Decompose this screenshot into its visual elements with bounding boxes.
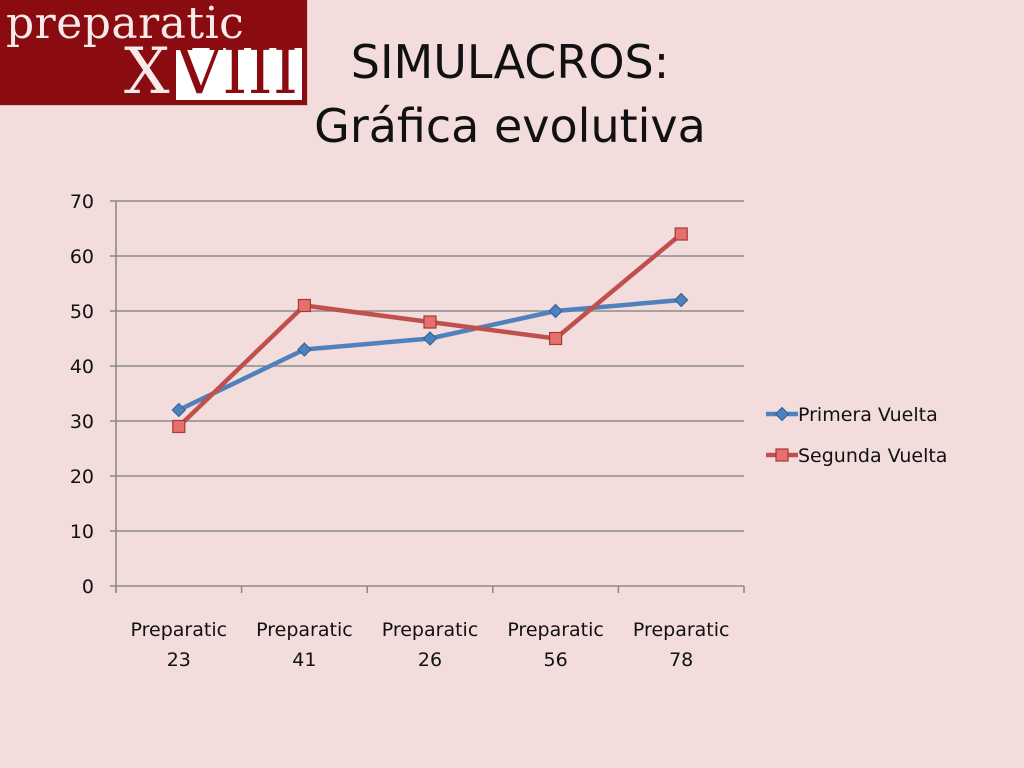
y-tick-label-40: 40 <box>70 356 94 378</box>
x-tick-label-2-line-1: 26 <box>418 649 442 671</box>
series-0 <box>171 292 689 418</box>
preparatic-logo: preparatic X VIII <box>0 0 308 106</box>
legend: Primera Vuelta Segunda Vuelta <box>766 404 947 467</box>
y-tick-label-0: 0 <box>82 576 94 598</box>
x-tick-label-1-line-1: 41 <box>292 649 316 671</box>
title-line-1: SIMULACROS: <box>350 35 670 89</box>
series-1-point-4 <box>674 227 688 241</box>
x-tick-label-4-line-0: Preparatic <box>633 619 730 641</box>
title-line-2: Gráfica evolutiva <box>314 99 706 153</box>
series-0-point-2 <box>422 331 438 346</box>
grid-lines <box>116 200 744 587</box>
legend-item-1: Segunda Vuelta <box>766 445 947 467</box>
series-1-point-0 <box>172 419 186 434</box>
y-tick-label-10: 10 <box>70 521 94 543</box>
x-tick-label-0-line-0: Preparatic <box>131 619 228 641</box>
legend-label-1: Segunda Vuelta <box>798 445 947 467</box>
slide-title: SIMULACROS: Gráfica evolutiva <box>260 30 760 158</box>
logo-white-box <box>176 48 302 100</box>
series-0-point-0 <box>171 402 187 418</box>
axes <box>110 200 745 593</box>
series-0-point-3 <box>548 303 563 319</box>
legend-label-0: Primera Vuelta <box>798 404 938 426</box>
y-tick-label-70: 70 <box>70 191 94 213</box>
x-tick-label-4-line-1: 78 <box>669 649 693 671</box>
y-tick-label-30: 30 <box>70 411 94 433</box>
x-tick-label-3-line-0: Preparatic <box>507 619 604 641</box>
logo-text-x: X <box>124 35 170 109</box>
series-group <box>171 227 689 434</box>
series-0-point-1 <box>297 342 312 357</box>
y-tick-label-60: 60 <box>70 246 94 268</box>
y-tick-label-20: 20 <box>70 466 94 488</box>
y-axis-tick-labels: 0 10 20 30 40 50 60 70 <box>70 191 94 598</box>
x-axis-tick-labels: Preparatic 23 Preparatic 41 Preparatic 26 Prep… <box>131 619 730 671</box>
series-1-point-3 <box>548 331 563 346</box>
logo-text-viii: VIII <box>176 35 299 109</box>
series-line-1 <box>177 232 683 429</box>
series-0-point-4 <box>673 292 689 308</box>
x-tick-label-1-line-0: Preparatic <box>256 619 353 641</box>
x-tick-label-0-line-1: 23 <box>167 649 191 671</box>
logo-text-preparatic: preparatic <box>6 0 245 49</box>
series-1-point-2 <box>423 315 437 329</box>
legend-swatch-marker-0 <box>774 406 790 422</box>
series-1-point-1 <box>297 298 311 313</box>
x-tick-label-2-line-0: Preparatic <box>382 619 479 641</box>
series-1 <box>172 227 688 434</box>
legend-item-0: Primera Vuelta <box>766 404 938 426</box>
legend-swatch-marker-1 <box>775 448 789 462</box>
x-tick-label-3-line-1: 56 <box>544 649 568 671</box>
y-tick-label-50: 50 <box>70 301 94 323</box>
